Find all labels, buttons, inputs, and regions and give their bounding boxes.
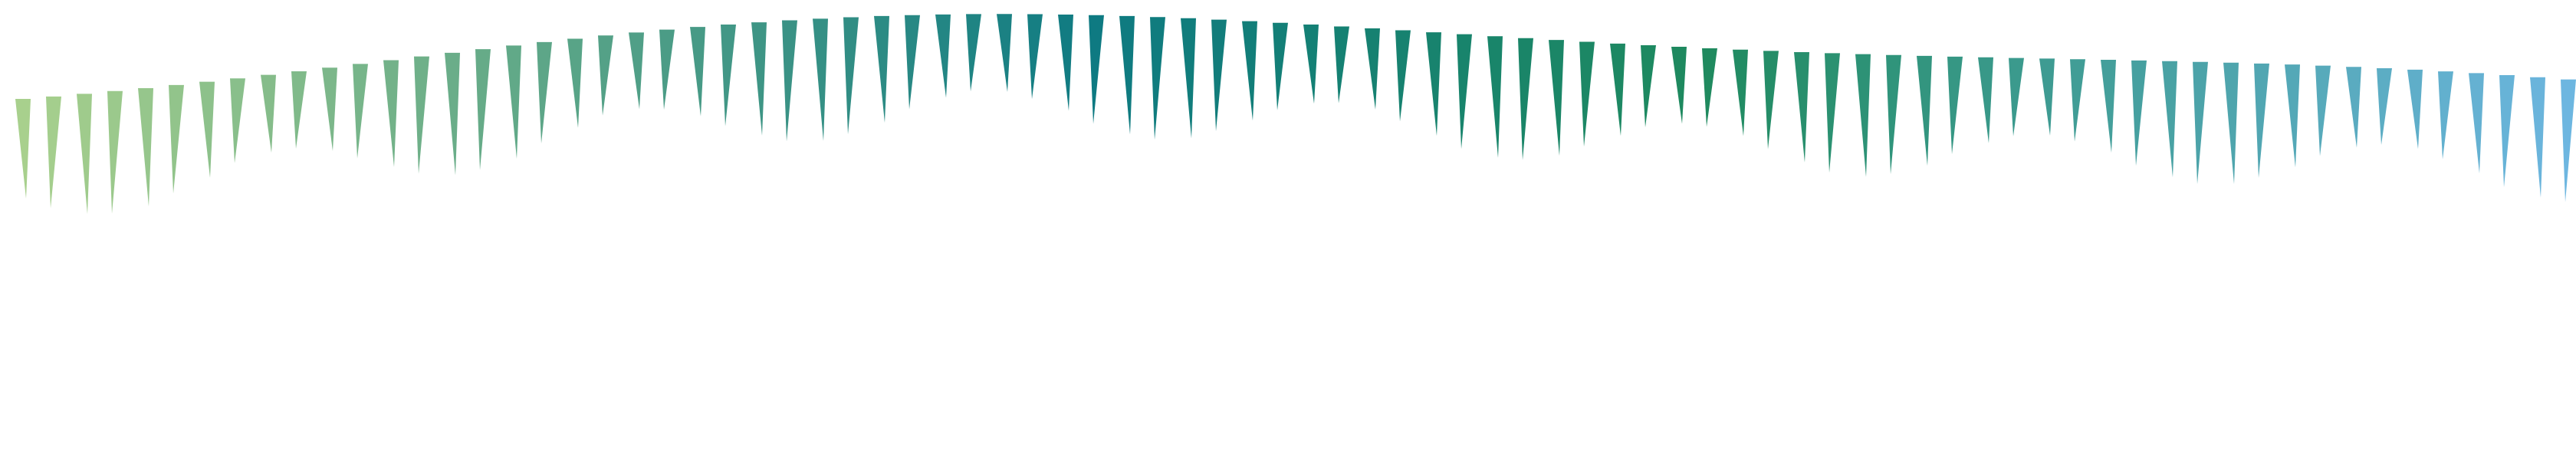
spike-shape bbox=[935, 14, 951, 98]
spike-shape bbox=[353, 64, 368, 159]
spike-shape bbox=[1181, 18, 1196, 139]
spike-shape bbox=[230, 78, 245, 163]
spike-shape bbox=[2469, 73, 2484, 173]
spike-shape bbox=[1518, 38, 1533, 160]
spike-shape bbox=[1487, 36, 1503, 158]
spike-shape bbox=[2407, 69, 2423, 150]
spike-shape bbox=[843, 17, 859, 135]
spike-shape bbox=[1641, 44, 1656, 127]
spike-shape bbox=[1457, 34, 1472, 150]
spike-shape bbox=[383, 60, 399, 167]
spike-shape bbox=[567, 38, 583, 128]
spike-shape bbox=[874, 15, 889, 123]
spike-shape bbox=[1211, 19, 1227, 132]
spike-shape bbox=[1610, 43, 1625, 136]
spike-shape bbox=[291, 71, 307, 149]
spike-shape bbox=[2193, 61, 2208, 184]
spike-shape bbox=[2315, 65, 2331, 156]
spike-shape bbox=[1763, 51, 1779, 150]
spike-shape bbox=[1886, 54, 1901, 175]
spike-shape bbox=[2009, 58, 2024, 136]
spike-shape bbox=[1549, 40, 1564, 156]
spike-shape bbox=[629, 32, 644, 110]
spike-shape bbox=[2101, 60, 2116, 153]
spike-shape bbox=[2162, 61, 2177, 178]
spike-shape bbox=[1733, 49, 1748, 136]
spike-shape bbox=[1334, 26, 1349, 104]
spike-shape bbox=[2223, 62, 2239, 185]
spike-shape bbox=[15, 98, 31, 199]
spike-shape bbox=[1150, 17, 1165, 140]
spike-shape bbox=[659, 29, 675, 110]
spike-shape bbox=[445, 52, 460, 176]
spike-shape bbox=[138, 87, 153, 207]
spike-shape bbox=[2499, 74, 2515, 188]
spike-shape bbox=[2285, 64, 2300, 168]
spike-shape bbox=[966, 14, 981, 92]
spike-shape bbox=[905, 15, 920, 110]
spike-shape bbox=[1058, 14, 1073, 111]
spike-shape bbox=[1273, 22, 1288, 110]
spike-shape bbox=[414, 56, 429, 174]
spike-shape bbox=[46, 96, 61, 209]
spike-shape bbox=[1702, 48, 1717, 127]
spike-shape bbox=[1242, 21, 1257, 121]
spike-shape bbox=[2131, 60, 2147, 166]
spike-shape bbox=[1917, 55, 1932, 166]
spike-shape bbox=[537, 41, 552, 144]
spike-shape bbox=[322, 67, 337, 152]
spike-shape bbox=[475, 49, 491, 170]
spike-shape bbox=[997, 14, 1012, 92]
spike-shape bbox=[1579, 41, 1595, 147]
spike-shape bbox=[1119, 15, 1135, 135]
spike-shape bbox=[1426, 32, 1441, 136]
spike-shape bbox=[2346, 67, 2361, 148]
spike-shape bbox=[199, 81, 215, 178]
spike-shape bbox=[1947, 56, 1963, 155]
spike-shape bbox=[77, 94, 92, 215]
spike-shape bbox=[1855, 54, 1871, 177]
spike-shape bbox=[2039, 58, 2055, 136]
spike-shape bbox=[1089, 15, 1104, 124]
spike-shape bbox=[261, 74, 276, 153]
spike-shape bbox=[1671, 47, 1687, 124]
spike-shape bbox=[1027, 14, 1043, 100]
spike-shape bbox=[751, 22, 767, 136]
spike-shape bbox=[813, 18, 828, 141]
spike-shape bbox=[506, 45, 521, 159]
spike-shape bbox=[2561, 79, 2576, 202]
spike-shape bbox=[1794, 51, 1809, 163]
spike-shape bbox=[2377, 67, 2392, 146]
spike-shape bbox=[107, 90, 123, 214]
spike-shape bbox=[1303, 25, 1319, 104]
spike-shape bbox=[2254, 63, 2269, 179]
spike-shape bbox=[2070, 59, 2085, 142]
spike-shape bbox=[782, 20, 797, 142]
spike-shape bbox=[1395, 30, 1411, 122]
spike-shape bbox=[690, 27, 705, 117]
spike-shape bbox=[1978, 57, 1993, 143]
spike-shape bbox=[2438, 71, 2453, 159]
spike-shape bbox=[1825, 53, 1840, 173]
spike-shape bbox=[2530, 77, 2545, 198]
spike-shape bbox=[721, 24, 736, 127]
spike-shape bbox=[1365, 28, 1380, 110]
spike-shape bbox=[169, 84, 184, 194]
spike-shape bbox=[598, 35, 613, 116]
